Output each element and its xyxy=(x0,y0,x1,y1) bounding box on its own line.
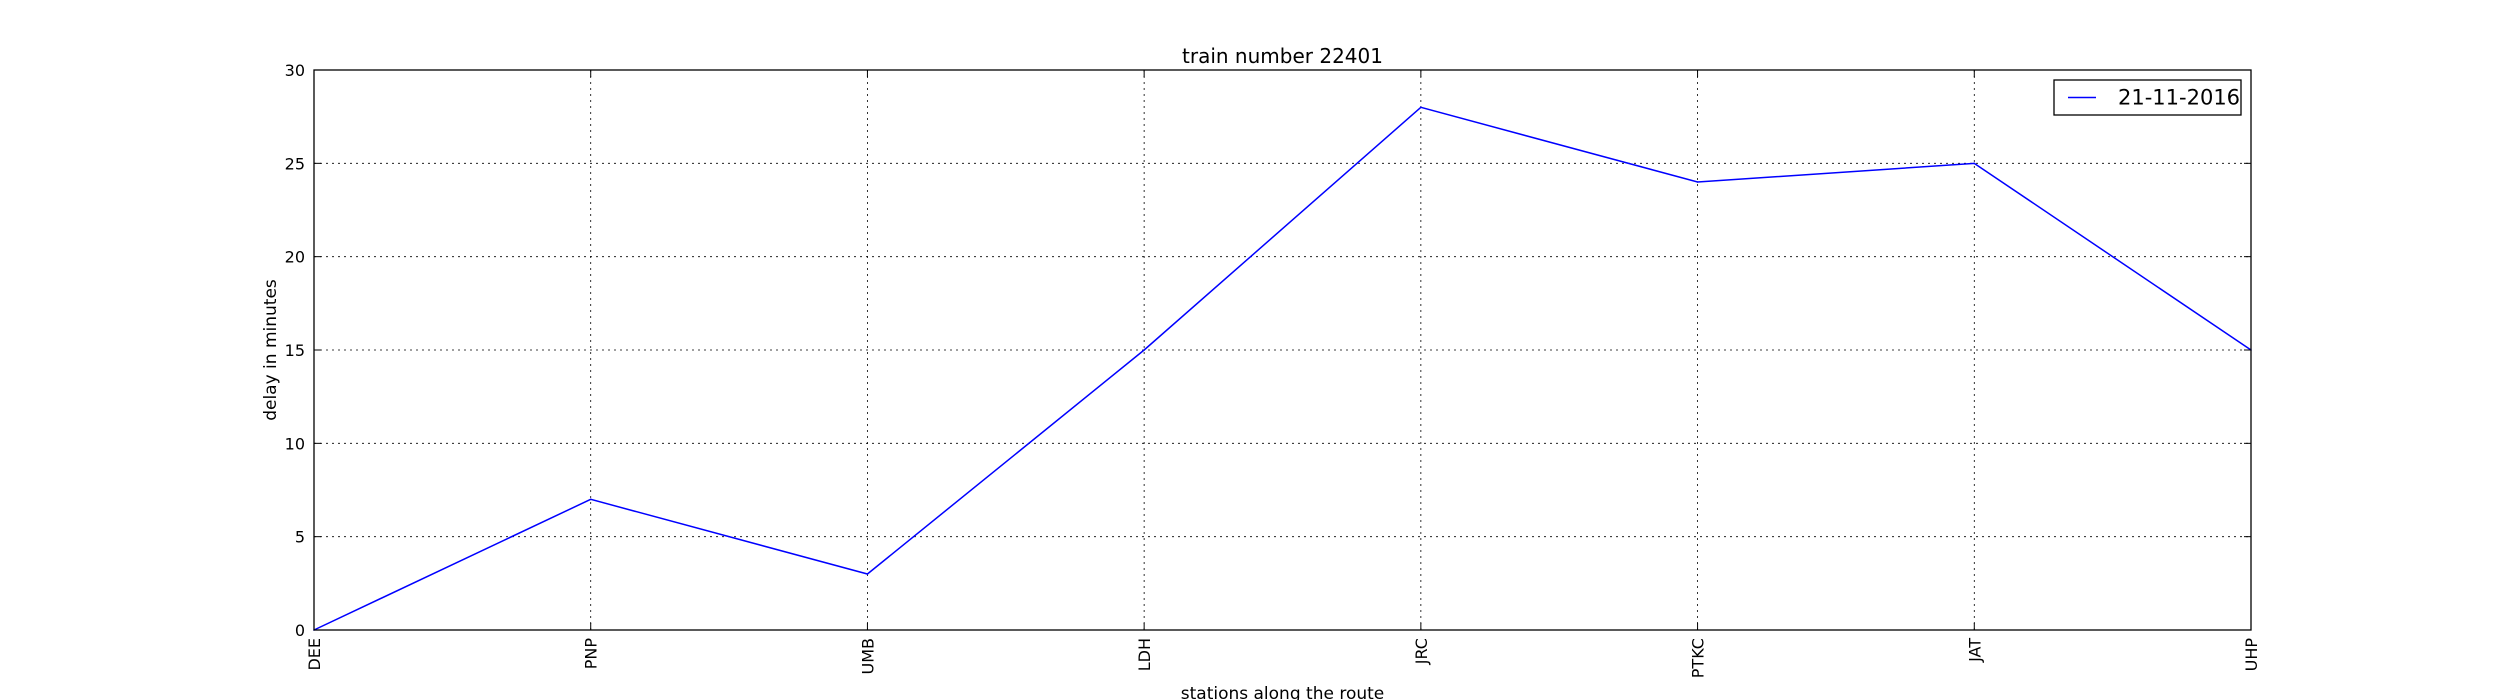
data-point xyxy=(589,498,592,501)
grid-lines xyxy=(314,70,2251,630)
x-tick-label: JAT xyxy=(1965,638,1984,663)
axis-ticks: 0 5 10 15 20 25 30 DEE PNP UMB LDH JRC PTKC JAT UHP xyxy=(285,61,2261,678)
y-tick-label: 25 xyxy=(285,154,305,173)
x-tick-label: DEE xyxy=(305,638,324,671)
data-point xyxy=(1696,181,1699,183)
legend: 21-11-2016 xyxy=(2053,79,2242,116)
x-tick-label: UHP xyxy=(2242,638,2261,672)
data-point xyxy=(1973,162,1976,165)
data-point xyxy=(866,573,869,575)
y-tick-label: 10 xyxy=(285,434,305,453)
data-point xyxy=(1420,106,1422,109)
legend-entry-label: 21-11-2016 xyxy=(2118,86,2240,110)
chart-title: train number 22401 xyxy=(1182,44,1383,68)
data-point xyxy=(1143,349,1145,351)
x-tick-label: PNP xyxy=(582,638,601,670)
x-tick-label: UMB xyxy=(858,638,877,675)
y-tick-label: 0 xyxy=(295,621,305,640)
x-tick-label: JRC xyxy=(1412,638,1431,665)
x-axis-title: stations along the route xyxy=(1181,684,1385,700)
series-line xyxy=(313,106,2252,631)
x-tick-label: PTKC xyxy=(1689,638,1708,678)
y-tick-label: 15 xyxy=(285,341,305,360)
y-tick-label: 5 xyxy=(295,528,305,547)
y-tick-label: 20 xyxy=(285,248,305,267)
x-tick-label: LDH xyxy=(1135,638,1154,671)
y-tick-label: 30 xyxy=(285,61,305,80)
y-axis-title: delay in minutes xyxy=(261,279,281,421)
